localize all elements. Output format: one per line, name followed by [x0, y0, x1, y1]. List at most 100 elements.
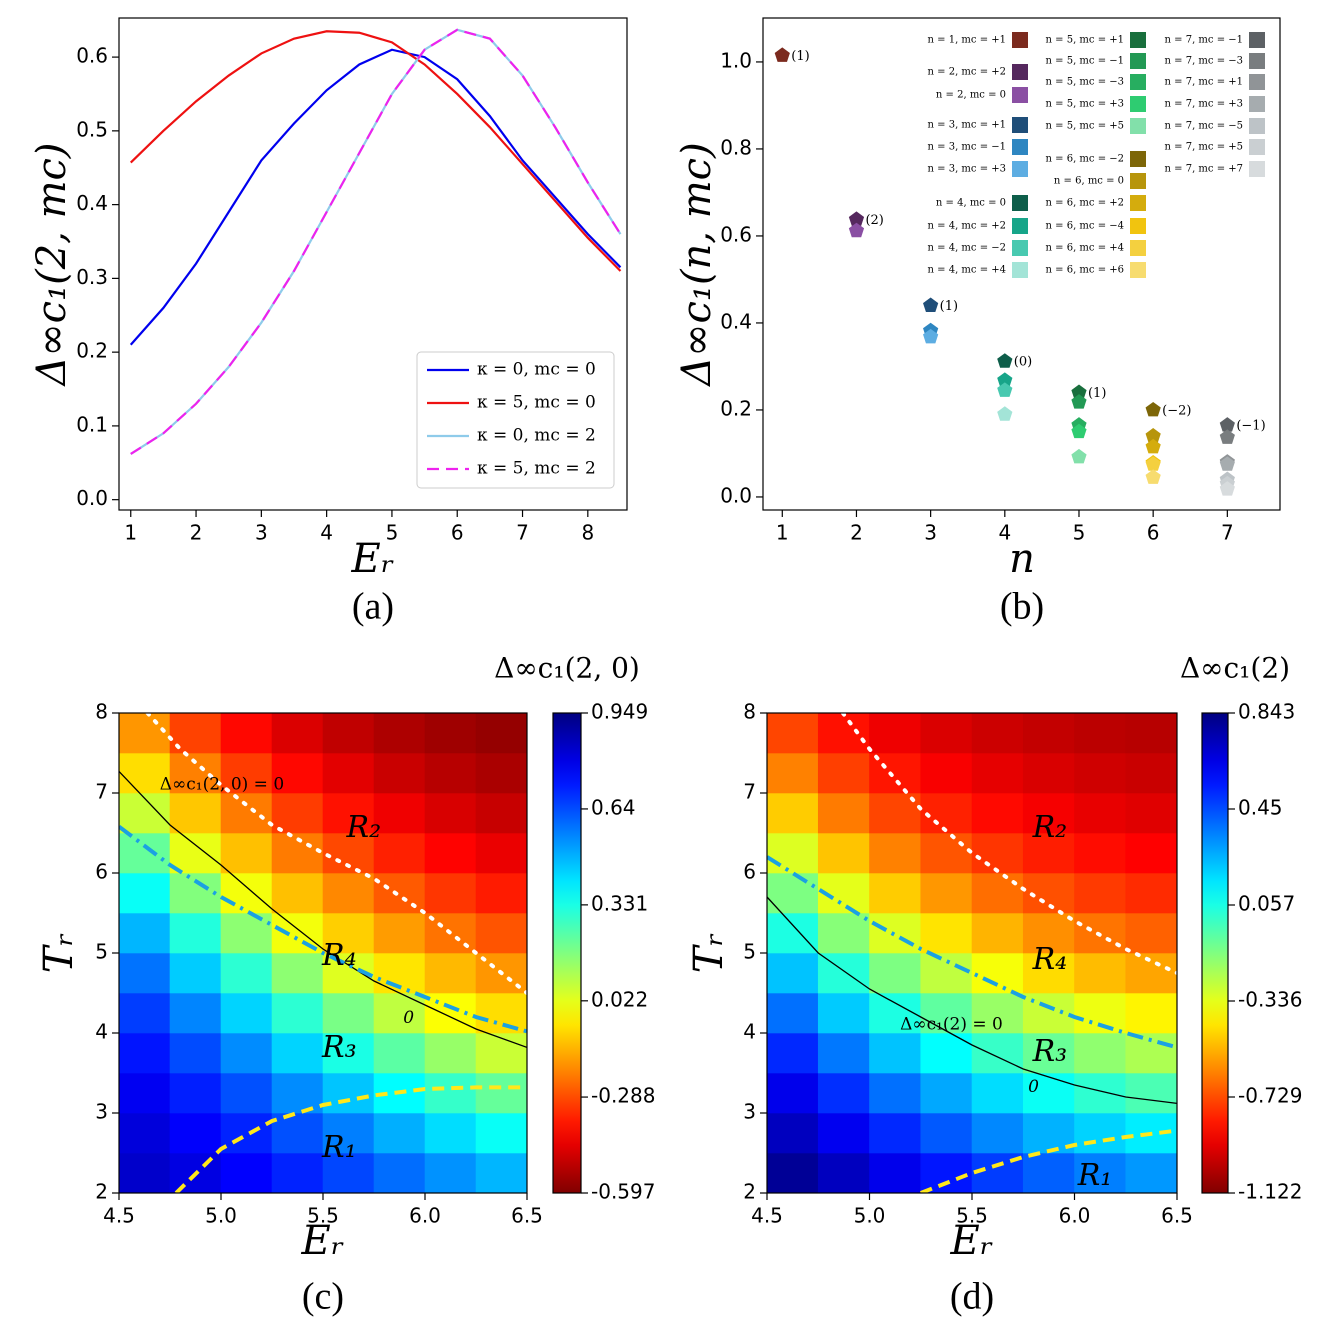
legend-label: n = 6, mc = 0 [1054, 176, 1124, 187]
heat-cell [1022, 712, 1075, 754]
legend-label: n = 6, mc = −2 [1046, 154, 1124, 165]
heat-cell [1125, 992, 1178, 1034]
heat-cell [920, 1112, 973, 1154]
x-tick-label: 1 [124, 521, 137, 545]
legend-swatch [1012, 218, 1028, 234]
heat-cell [1074, 872, 1127, 914]
legend-label: κ = 0, mc = 0 [477, 360, 596, 380]
heat-cell [220, 1112, 273, 1154]
heat-cell [220, 792, 273, 834]
legend-label: κ = 0, mc = 2 [477, 426, 596, 446]
heat-cell [1074, 1152, 1127, 1194]
heat-cell [766, 832, 819, 874]
axes-frame [118, 17, 628, 511]
legend-swatch [1249, 32, 1265, 48]
legend-label: n = 5, mc = +5 [1046, 121, 1124, 132]
heat-cell [766, 992, 819, 1034]
heat-cell [817, 1072, 870, 1114]
x-tick-label: 5.5 [956, 1204, 988, 1228]
contour-label: 0 [403, 1008, 414, 1028]
panel-label: (c) [302, 1276, 344, 1318]
y-tick-label: 2 [743, 1180, 756, 1204]
heat-cell [169, 1072, 222, 1114]
heat-cell [118, 1152, 171, 1194]
colorbar-tick-label: -1.122 [1238, 1180, 1302, 1204]
point-label: (2) [865, 213, 883, 228]
heat-cell [475, 992, 528, 1034]
colorbar-tick-label: 0.949 [591, 700, 648, 724]
heat-cell [971, 1032, 1024, 1074]
legend-label: κ = 5, mc = 0 [477, 393, 596, 413]
heat-cell [220, 912, 273, 954]
heat-cell [869, 952, 922, 994]
heat-cell [220, 872, 273, 914]
heat-cell [920, 832, 973, 874]
heat-cell [971, 1072, 1024, 1114]
legend-label: n = 2, mc = +2 [928, 67, 1006, 78]
heat-cell [118, 1072, 171, 1114]
heat-cell [766, 752, 819, 794]
legend-swatch [1130, 96, 1146, 112]
heat-cell [373, 752, 426, 794]
colorbar-tick-label: -0.288 [591, 1084, 655, 1108]
y-tick-label: 6 [743, 860, 756, 884]
x-tick-label: 7 [516, 521, 529, 545]
legend-label: n = 1, mc = +1 [928, 35, 1006, 46]
heat-cell [424, 992, 477, 1034]
heat-cell [971, 872, 1024, 914]
heat-cell [373, 792, 426, 834]
x-tick-label: 7 [1221, 521, 1234, 545]
region-label: R₃ [1032, 1034, 1068, 1069]
legend-label: n = 2, mc = 0 [936, 90, 1006, 101]
heat-cell [118, 832, 171, 874]
heat-cell [169, 832, 222, 874]
heat-cell [1125, 912, 1178, 954]
heat-cell [1074, 1072, 1127, 1114]
x-axis-label: n [1009, 536, 1035, 582]
heat-cell [817, 992, 870, 1034]
heat-cell [920, 792, 973, 834]
x-tick-label: 6.5 [511, 1204, 543, 1228]
y-tick-label: 7 [95, 780, 108, 804]
y-tick-label: 0.6 [720, 222, 752, 246]
colorbar-tick-label: -0.336 [1238, 988, 1302, 1012]
heat-cell [220, 832, 273, 874]
heat-cell [322, 1152, 375, 1194]
heat-cell [1022, 752, 1075, 794]
x-tick-label: 5 [386, 521, 399, 545]
legend-label: n = 6, mc = −4 [1046, 221, 1124, 232]
legend-label: n = 3, mc = +3 [928, 164, 1006, 175]
heat-cell [322, 872, 375, 914]
heat-cell [971, 752, 1024, 794]
heat-cell [271, 792, 324, 834]
heat-cell [920, 992, 973, 1034]
heat-cell [424, 712, 477, 754]
point [923, 297, 939, 313]
heat-cell [373, 1152, 426, 1194]
heat-cell [475, 912, 528, 954]
legend-label: n = 4, mc = 0 [936, 198, 1006, 209]
heat-cell [1022, 832, 1075, 874]
heat-cell [322, 752, 375, 794]
legend-swatch [1249, 161, 1265, 177]
heat-cell [424, 1072, 477, 1114]
point [1071, 423, 1087, 439]
legend-label: n = 4, mc = +2 [928, 221, 1006, 232]
annotation: Δ∞c₁(2) = 0 [900, 1015, 1003, 1035]
legend-swatch [1130, 173, 1146, 189]
x-tick-label: 4 [998, 521, 1011, 545]
point [997, 406, 1013, 421]
heat-cell [118, 1112, 171, 1154]
heat-cell [817, 752, 870, 794]
x-tick-label: 3 [924, 521, 937, 545]
heat-cell [920, 912, 973, 954]
legend-label: n = 7, mc = −1 [1165, 35, 1243, 46]
heat-cell [271, 1032, 324, 1074]
series-line [129, 30, 622, 272]
contour-line [145, 713, 527, 995]
heat-cell [322, 992, 375, 1034]
legend-label: n = 6, mc = +2 [1046, 198, 1124, 209]
heat-cell [1125, 1152, 1178, 1194]
heat-cell [424, 1112, 477, 1154]
legend-label: κ = 5, mc = 2 [477, 459, 596, 479]
